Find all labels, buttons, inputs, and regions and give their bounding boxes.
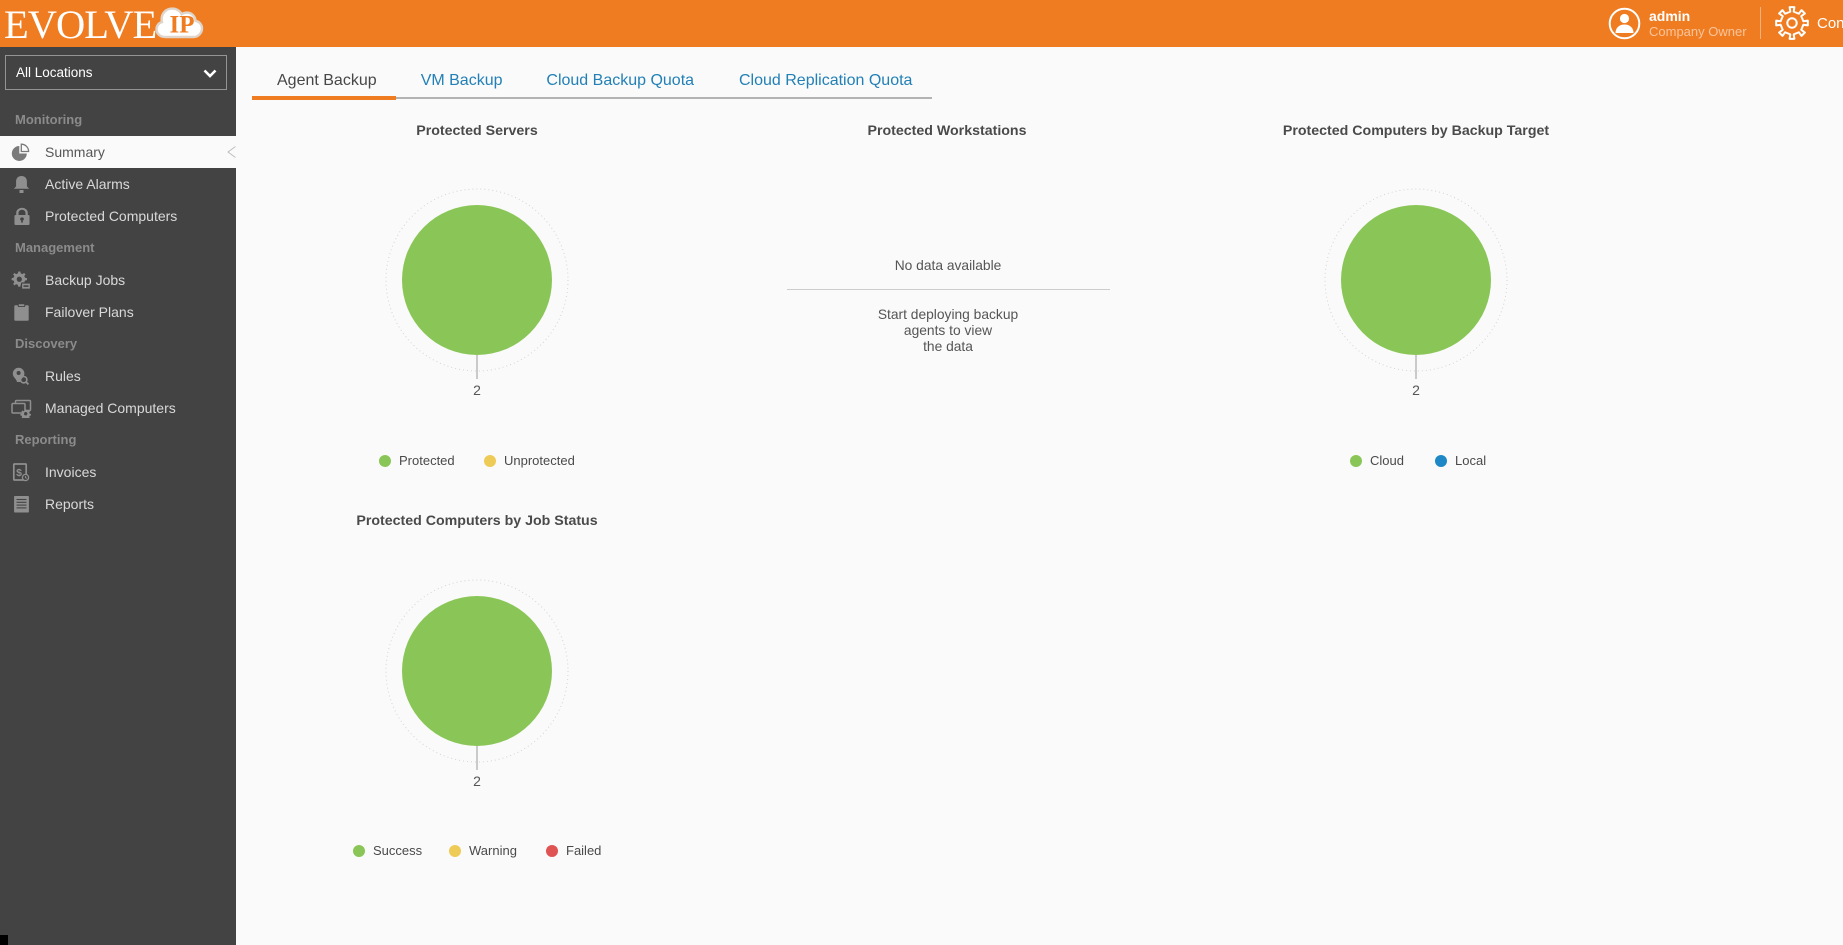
svg-text:IP: IP xyxy=(170,12,195,39)
svg-text:2: 2 xyxy=(1412,382,1420,398)
svg-text:2: 2 xyxy=(473,382,481,398)
svg-text:$: $ xyxy=(16,467,22,479)
svg-text:2: 2 xyxy=(473,773,481,789)
